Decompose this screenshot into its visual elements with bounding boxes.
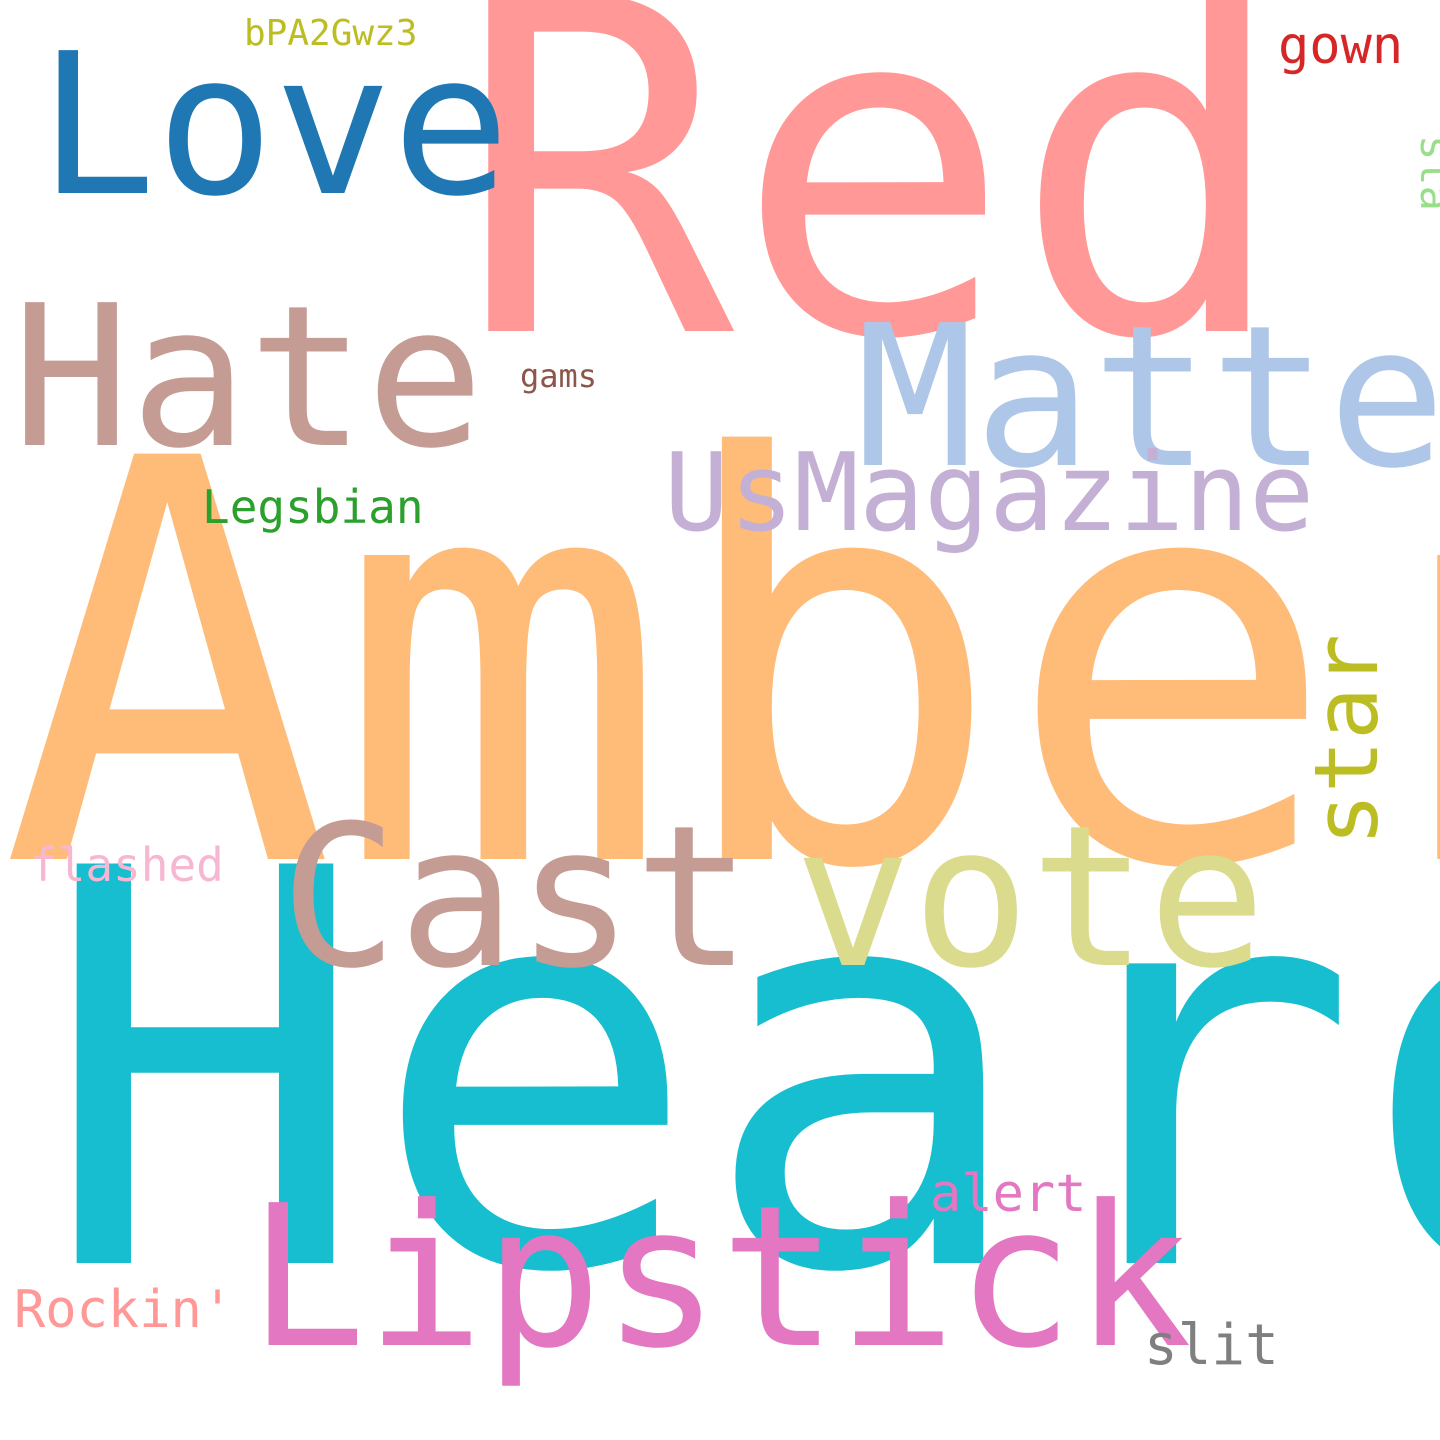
word-love: Love: [38, 12, 511, 240]
word-hate: Hate: [12, 264, 485, 492]
word-usmagazine: UsMagazine: [664, 431, 1315, 556]
word-gown: gown: [1278, 16, 1404, 76]
word-lipstick: Lipstick: [248, 1164, 1193, 1392]
word-amber: Amber: [0, 344, 1440, 991]
word-sta: sta: [1411, 135, 1440, 211]
word-star: star: [1295, 634, 1398, 846]
word-legsbian: Legsbian: [202, 480, 424, 534]
word-slit: slit: [1144, 1313, 1279, 1378]
word-heard: Heard: [40, 755, 1440, 1393]
word-vote: vote: [794, 784, 1267, 1012]
word-bpa2gwz3: bPA2Gwz3: [244, 13, 418, 54]
word-rockin: Rockin': [14, 1280, 234, 1340]
word-flashed: flashed: [30, 838, 224, 892]
word-alert: alert: [930, 1164, 1087, 1224]
word-red: Red: [456, 0, 1291, 440]
word-matte: Matte: [856, 284, 1440, 512]
word-gams: gams: [520, 357, 598, 395]
word-cast: Cast: [280, 784, 753, 1012]
